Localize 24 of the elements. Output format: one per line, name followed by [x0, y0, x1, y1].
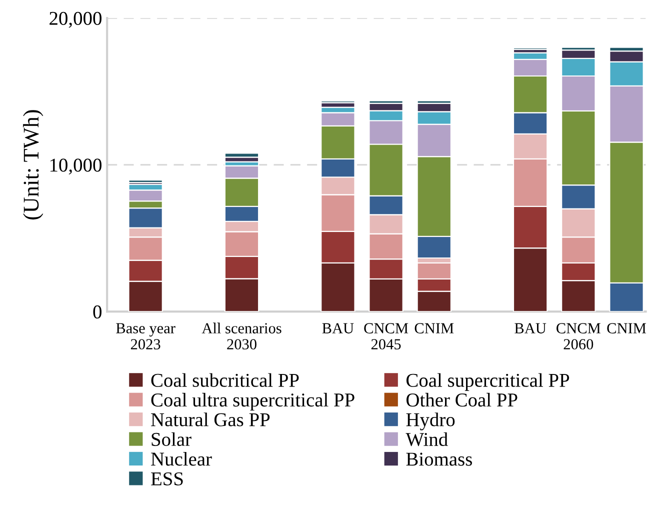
legend-label: Nuclear [151, 452, 212, 466]
x-tick-label: CNCM 2045 [364, 323, 408, 350]
x-tick-label: CNIM [607, 323, 646, 334]
bar [128, 180, 163, 184]
legend-label: Hydro [406, 412, 455, 430]
legend-label: Wind [406, 432, 448, 446]
y-tick-label: 0 [93, 305, 102, 319]
x-tick-label: BAU [322, 323, 354, 334]
legend-label: Coal supercritical PP [406, 373, 570, 391]
legend-label: Biomass [406, 452, 472, 466]
legend-label: Coal subcritical PP [151, 373, 299, 387]
x-tick-label: BAU [514, 323, 546, 334]
legend-label: Other Coal PP [406, 392, 518, 407]
x-tick-label: All scenarios 2030 [202, 322, 282, 350]
legend-label: Solar [152, 432, 192, 446]
y-axis-title: (Unit: TWh) [23, 110, 44, 220]
x-tick-label: CNIM [414, 323, 454, 334]
y-tick-label: 10,000 [50, 158, 102, 175]
legend-label: Coal ultra supercritical PP [151, 392, 354, 411]
x-tick-label: CNCM 2060 [556, 323, 600, 350]
legend-label: ESS [151, 472, 183, 486]
legend-label: Natural Gas PP [151, 412, 270, 426]
x-tick-label: Base year 2023 [116, 323, 176, 350]
y-tick-label: 20,000 [50, 12, 102, 28]
